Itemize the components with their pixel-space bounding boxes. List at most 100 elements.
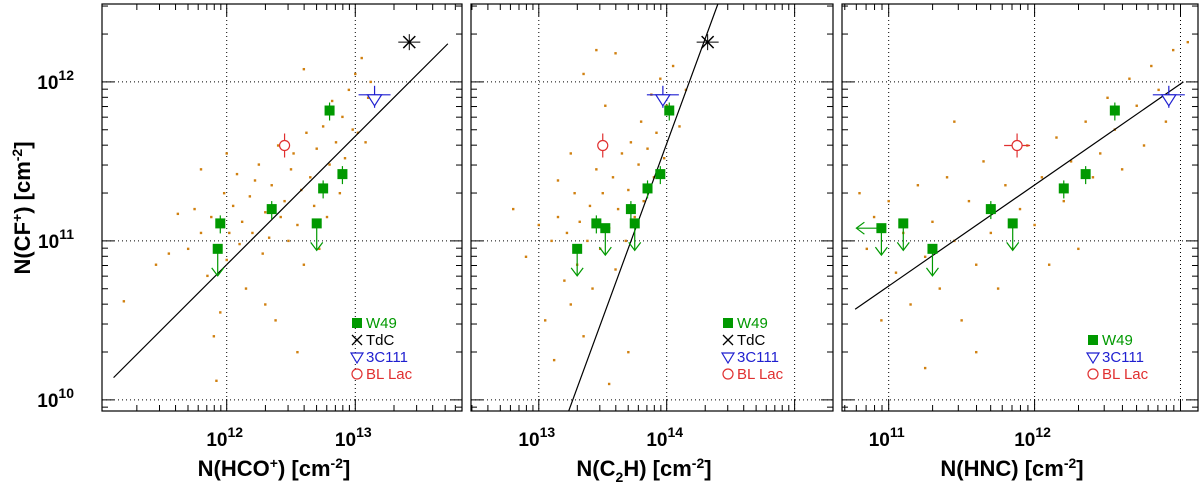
survey-point [659, 77, 662, 80]
survey-point [186, 247, 190, 251]
w49-marker [572, 243, 583, 254]
survey-point [916, 184, 920, 187]
tick-base: 10 [37, 73, 58, 94]
survey-point [556, 215, 560, 219]
survey-point [283, 199, 286, 203]
legend-label: W49 [366, 315, 397, 332]
survey-point [1106, 96, 1109, 100]
legend-label: BL Lac [366, 366, 413, 383]
survey-point [953, 120, 956, 123]
survey-point [296, 350, 299, 354]
survey-point [646, 147, 649, 150]
w49-point [625, 201, 636, 220]
survey-point [248, 195, 252, 198]
w49-marker [318, 183, 329, 194]
survey-point [215, 379, 218, 382]
y-tick-label: 1011 [38, 226, 74, 253]
survey-point [321, 125, 325, 128]
survey-point [199, 168, 203, 171]
survey-point [678, 125, 681, 128]
survey-point [982, 160, 985, 163]
survey-point [210, 215, 213, 219]
survey-point [351, 128, 354, 131]
survey-point [616, 207, 620, 211]
tdc-point [398, 34, 421, 51]
legend-marker [351, 368, 363, 380]
label-part: ) [cm [278, 456, 331, 481]
tick-base: 10 [869, 430, 890, 451]
survey-point [569, 303, 572, 306]
survey-point [366, 96, 370, 100]
survey-point [550, 239, 553, 243]
survey-point [1120, 168, 1124, 171]
survey-point [225, 152, 228, 155]
legend-entry: W49 [1088, 332, 1133, 349]
tdc-marker [402, 35, 416, 49]
legend-label: 3C111 [366, 349, 408, 366]
y-tick-label: 1010 [37, 385, 74, 412]
axis-ticks [102, 4, 462, 411]
legend-label: TdC [737, 332, 766, 349]
w49-point [1058, 180, 1069, 199]
survey-point [240, 220, 244, 224]
survey-point [582, 72, 585, 76]
legend-entry: TdC [722, 332, 766, 349]
label-part: ] [704, 456, 711, 481]
w49-point [985, 201, 996, 220]
x-tick-label: 1013 [335, 424, 372, 451]
survey-point [975, 263, 978, 266]
legend-marker [1085, 352, 1101, 365]
panel-frame [470, 3, 834, 412]
y-axis-label-text: N(CF+) [cm-2] [9, 141, 35, 274]
axis-ticks [471, 4, 833, 411]
bllac-marker [597, 139, 609, 152]
fit-line [854, 81, 1184, 310]
survey-point [334, 141, 338, 144]
survey-point [238, 242, 241, 246]
survey-series [858, 40, 1189, 370]
3c111-point [358, 85, 391, 108]
survey-point [1040, 176, 1044, 179]
survey-point [341, 115, 344, 119]
survey-point [305, 131, 308, 134]
label-part: -2 [331, 455, 344, 471]
legend-marker [1087, 368, 1099, 380]
w49-point [324, 102, 335, 121]
w49-marker [600, 223, 611, 234]
survey-point [865, 247, 869, 251]
upper-limit-arrowhead [1006, 242, 1020, 252]
w49-marker [629, 218, 640, 229]
w49-point [215, 215, 226, 234]
legend-marker [1088, 335, 1098, 345]
survey-point [858, 191, 861, 195]
survey-point [347, 88, 351, 92]
w49-marker [927, 243, 938, 254]
label-part: ) [cm [10, 161, 35, 214]
w49-point [570, 243, 584, 277]
survey-point [975, 350, 978, 354]
label-part: ] [343, 456, 350, 481]
survey-point [279, 215, 282, 219]
w49-point [598, 223, 612, 257]
w49-point [1006, 218, 1020, 252]
legend-marker [351, 334, 363, 346]
upper-limit-arrowhead [925, 267, 939, 277]
w49-point [318, 180, 329, 199]
survey-point [276, 144, 280, 147]
survey-point [931, 220, 934, 224]
legend-entry: BL Lac [351, 366, 413, 383]
w49-point [337, 166, 348, 185]
survey-point [595, 48, 598, 52]
upper-limit-arrowhead [896, 242, 910, 252]
bllac-marker [1011, 139, 1023, 152]
survey-point [923, 255, 927, 258]
w49-series [855, 102, 1120, 277]
survey-point [639, 120, 643, 123]
label-part: N(HNC) [cm [940, 456, 1063, 481]
survey-point [228, 231, 231, 235]
tick-base: 10 [1014, 430, 1035, 451]
survey-point [1047, 263, 1051, 266]
survey-point [231, 204, 235, 208]
fit-line [568, 4, 719, 411]
